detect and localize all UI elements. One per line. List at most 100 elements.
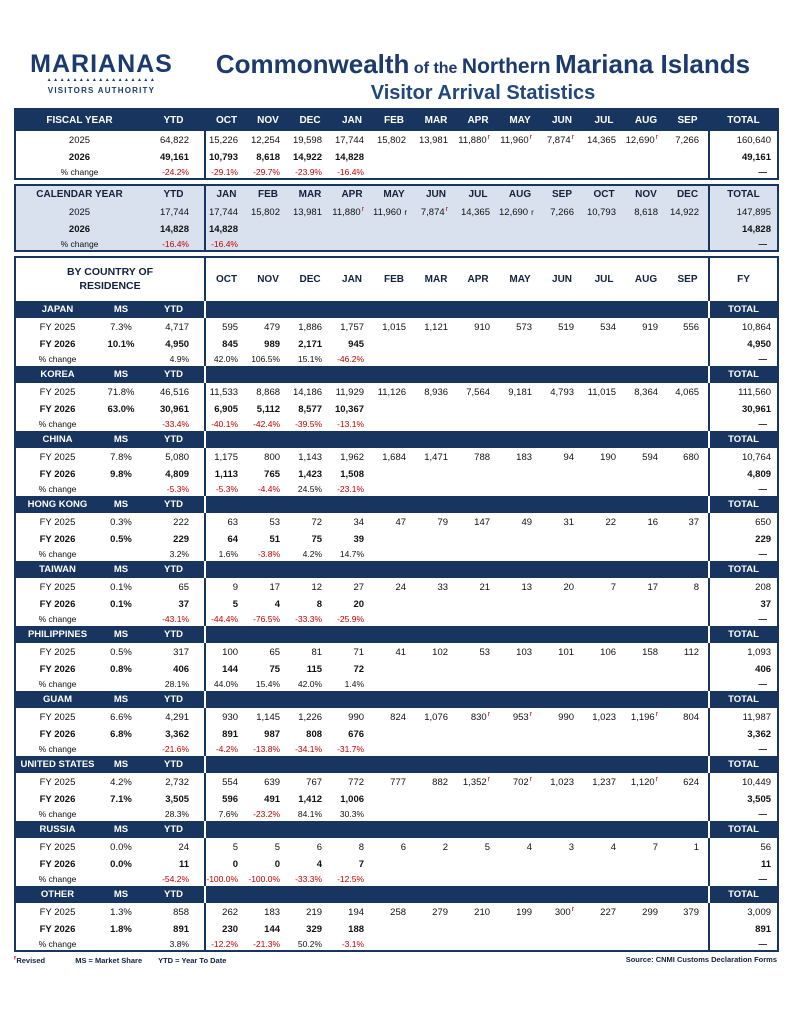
month-value: 1,006 [340, 793, 365, 805]
footnote-revised: rRevised [14, 955, 59, 965]
month-value: 5 [484, 841, 491, 853]
total-value: 650 [708, 513, 779, 531]
month-value: 830r [470, 710, 491, 724]
month-value: 882 [432, 776, 449, 788]
section-header-spacer [204, 821, 710, 838]
row-label: % change [60, 238, 99, 249]
month-value: 1,120r [630, 775, 659, 789]
month-value: 1,962 [340, 451, 365, 463]
market-share-value: 9.8% [110, 468, 132, 480]
month-value [373, 661, 415, 677]
month-value: -23.9% [295, 166, 322, 177]
ytd-value: -54.2% [162, 874, 190, 884]
month-value [457, 921, 499, 937]
month-value [457, 872, 499, 886]
section-header-ms: MS [99, 301, 143, 318]
month-value: 573 [516, 321, 533, 333]
total-value: — [708, 677, 779, 691]
month-value [415, 612, 457, 626]
ytd-value: 3.2% [169, 549, 190, 559]
month-value [541, 791, 583, 807]
col-header-month: DEC [289, 109, 331, 131]
col-header-month: DEC [676, 189, 699, 200]
month-value [415, 165, 457, 179]
month-value: -16.4% [204, 237, 247, 251]
row-label: % change [38, 614, 77, 624]
month-value [541, 149, 583, 165]
month-value: 53 [269, 516, 281, 528]
total-value: — [708, 237, 778, 251]
section-header-country: PHILIPPINES [15, 626, 99, 643]
section-header-spacer [204, 431, 710, 448]
month-value: 824 [390, 711, 407, 723]
month-value: 945 [348, 338, 365, 350]
total-value: — [708, 937, 779, 951]
month-value [541, 221, 583, 237]
col-header-month: APR [341, 189, 363, 200]
month-value [499, 856, 541, 872]
market-share-value: 7.1% [110, 793, 132, 805]
month-value [541, 872, 583, 886]
month-value: 75 [311, 533, 323, 545]
ytd-value: 4,950 [165, 338, 190, 350]
month-value: 5,112 [256, 403, 281, 415]
month-value [457, 612, 499, 626]
ytd-value: -21.6% [162, 744, 190, 754]
section-header-ms: MS [99, 431, 143, 448]
col-header-month: MAR [424, 274, 448, 285]
month-value [625, 791, 667, 807]
month-value [457, 466, 499, 482]
month-value: 777 [390, 776, 407, 788]
ytd-value: 5,080 [165, 451, 190, 463]
row-label: % change [38, 744, 77, 754]
section-header-ms: MS [99, 886, 143, 903]
month-value [331, 237, 373, 251]
month-value [499, 742, 541, 756]
month-value [415, 466, 457, 482]
market-share-value: 7.8% [110, 451, 132, 463]
month-value: 144 [204, 661, 248, 677]
col-header-month: MAR [298, 189, 322, 200]
row-label: FY 2026 [39, 858, 76, 870]
month-value [625, 677, 667, 691]
month-value: -3.1% [341, 938, 365, 949]
revised-flag: r [529, 775, 533, 783]
month-value [667, 165, 709, 179]
total-value: 3,505 [708, 791, 779, 807]
month-value: -4.4% [257, 484, 281, 494]
month-value [667, 596, 709, 612]
month-value: -42.4% [253, 419, 281, 429]
month-value: 6 [400, 841, 407, 853]
revised-flag: r [655, 133, 658, 141]
month-value: 17 [269, 581, 281, 593]
market-share-value: 4.2% [110, 776, 132, 788]
total-value: — [708, 417, 779, 431]
title-mariana-islands: Mariana Islands [555, 49, 751, 79]
month-value: 329 [306, 923, 323, 935]
month-value [583, 791, 625, 807]
month-value [373, 856, 415, 872]
month-value [541, 677, 583, 691]
section-header-ytd: YTD [143, 431, 206, 448]
month-value [625, 352, 667, 366]
month-value [541, 482, 583, 496]
month-value [457, 726, 499, 742]
month-value: 910 [474, 321, 491, 333]
month-value [373, 237, 415, 251]
month-value: 115 [306, 663, 323, 675]
month-value: 1,471 [424, 451, 449, 463]
market-share-value: 71.8% [107, 386, 135, 398]
section-header-spacer [204, 301, 710, 318]
revised-flag: r [655, 710, 659, 718]
month-value: 11,929 [335, 386, 365, 398]
row-label: % change [38, 679, 77, 689]
month-value [583, 466, 625, 482]
month-value: 4 [526, 841, 533, 853]
month-value: 5 [274, 841, 281, 853]
total-value: 49,161 [708, 149, 778, 165]
month-value: 27 [353, 581, 365, 593]
month-value [415, 336, 457, 352]
month-value: 106 [600, 646, 617, 658]
section-header-total: TOTAL [708, 886, 779, 903]
ytd-value: 4,291 [165, 711, 190, 723]
